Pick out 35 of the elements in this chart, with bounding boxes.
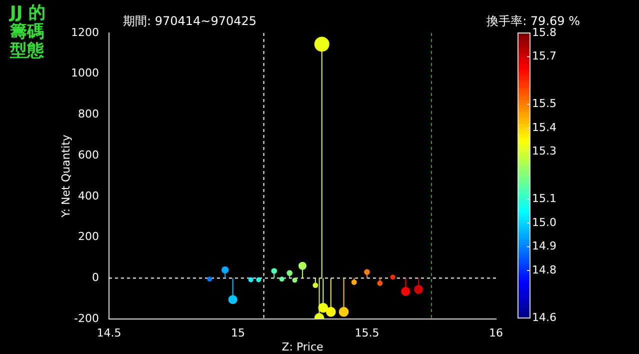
y-tick-label: 600 xyxy=(78,148,99,162)
x-axis-title: Z: Price xyxy=(282,340,324,354)
text: 換手率: 79.69 % xyxy=(486,14,580,28)
color-bar-label: 14.6 xyxy=(532,310,556,324)
point xyxy=(364,269,370,275)
color-bar-label: 15.4 xyxy=(532,120,556,134)
x-tick-label: 15 xyxy=(231,326,245,340)
y-tick-label: 200 xyxy=(78,230,99,244)
x-tick-label: 15.5 xyxy=(354,326,380,340)
y-tick-label: 0 xyxy=(92,271,99,284)
x-tick-label: 16 xyxy=(489,326,503,340)
chart-subtitle: 期間: 970414~970425 xyxy=(123,14,257,28)
color-bar-label: 15.1 xyxy=(532,192,556,206)
y-tick-label: 400 xyxy=(78,189,99,202)
color-bar-label: 15.5 xyxy=(532,97,556,110)
y-tick-label: 800 xyxy=(78,108,99,121)
color-bar-label: 15.3 xyxy=(532,144,556,158)
color-bar-label: 15.0 xyxy=(532,216,556,229)
point xyxy=(377,280,383,286)
point xyxy=(286,270,293,276)
y-tick-label: 1000 xyxy=(71,66,99,80)
chart-title: JJ 的籌碼型態 xyxy=(10,3,47,61)
color-bar-label: 15.7 xyxy=(532,50,556,63)
color-bar-label: 14.8 xyxy=(532,263,556,276)
point xyxy=(298,262,306,270)
y-tick-label: -200 xyxy=(74,312,99,325)
point xyxy=(312,282,318,288)
y-tick-label: 1200 xyxy=(71,26,99,39)
point xyxy=(351,280,357,285)
color-bar-label: 14.9 xyxy=(532,240,556,253)
color-bar-label: 15.8 xyxy=(532,26,556,39)
y-axis-title: Y: Net Quantity xyxy=(59,134,72,218)
point xyxy=(271,268,278,274)
x-tick-label: 14.5 xyxy=(96,326,122,340)
point xyxy=(221,266,229,274)
